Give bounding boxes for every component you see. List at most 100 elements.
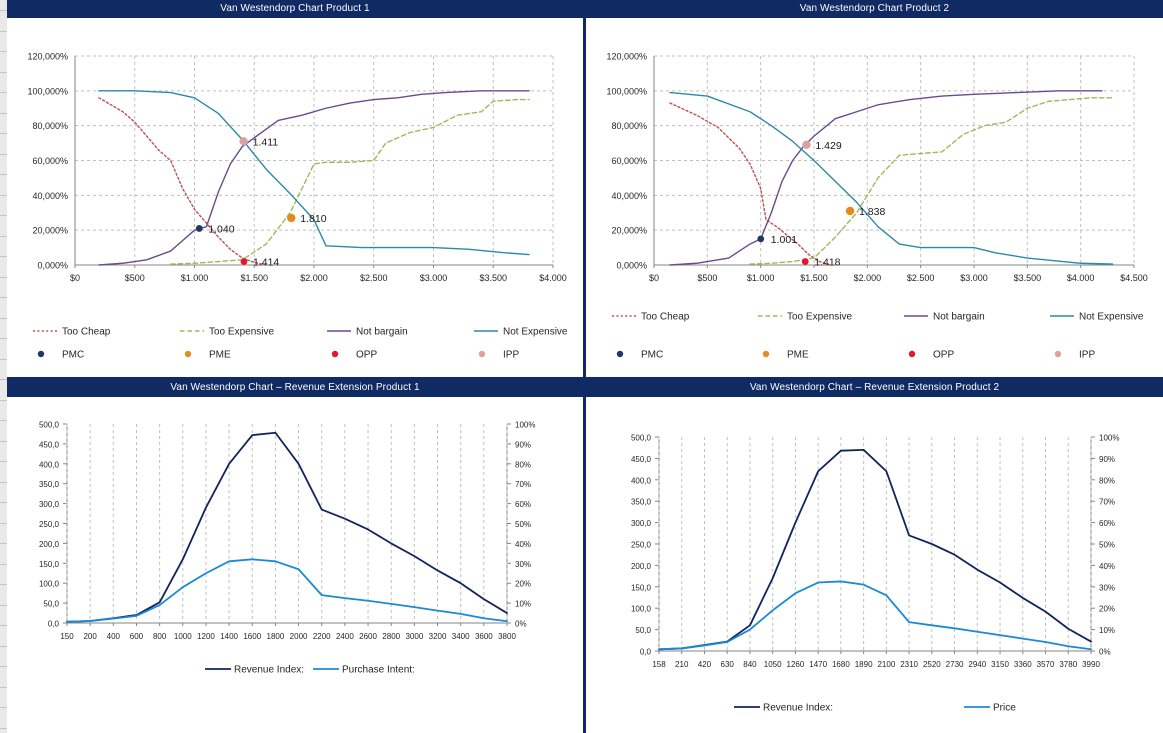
legend-label: Not bargain <box>933 312 985 323</box>
axis-tick-label: 150 <box>60 632 74 641</box>
axis-tick-label: 1050 <box>764 660 782 669</box>
data-marker-opp[interactable]: 1.414 <box>240 257 280 269</box>
axis-tick-label: 0,0 <box>640 648 652 657</box>
axis-tick-label: 420 <box>698 660 712 669</box>
axis-tick-label: 400 <box>107 632 121 641</box>
data-marker-ipp[interactable]: 1.429 <box>802 140 842 152</box>
axis-tick-label: 80,000% <box>611 121 647 131</box>
marker-dot-pme <box>287 213 296 223</box>
axis-tick-label: 100% <box>515 421 535 430</box>
axis-tick-label: 450,0 <box>39 440 60 449</box>
legend-label: Not Expensive <box>503 327 568 338</box>
axis-tick-label: 1470 <box>809 660 827 669</box>
axis-tick-label: 70% <box>1099 498 1115 507</box>
legend-item-revenue-index-[interactable]: Revenue Index: <box>734 703 833 714</box>
data-marker-ipp[interactable]: 1.411 <box>239 136 278 148</box>
legend-item-not-bargain[interactable]: Not bargain <box>327 327 408 338</box>
axis-tick-label: 100,0 <box>631 605 652 614</box>
data-marker-pme[interactable]: 1.810 <box>287 213 327 225</box>
legend-item-not-expensive[interactable]: Not Expensive <box>1050 312 1144 323</box>
axis-tick-label: 500,0 <box>39 421 60 430</box>
row-divider <box>0 72 7 73</box>
axis-tick-label: 100,000% <box>27 86 68 96</box>
row-divider <box>0 564 7 565</box>
axis-tick-label: $2.000 <box>854 273 882 283</box>
legend-item-ipp[interactable]: IPP <box>478 350 520 361</box>
legend-item-too-expensive[interactable]: Too Expensive <box>180 327 274 338</box>
marker-dot-ipp <box>239 137 248 146</box>
axis-tick-label: 1600 <box>243 632 261 641</box>
chart-legend: Too Cheap Too Expensive Not bargain Not Exp… <box>612 312 1144 361</box>
axis-tick-label: $0 <box>649 273 659 283</box>
axis-tick-label: 800 <box>153 632 167 641</box>
axis-tick-label: 3360 <box>1014 660 1032 669</box>
axis-tick-label: 200,0 <box>631 562 652 571</box>
legend-item-not-bargain[interactable]: Not bargain <box>904 312 985 323</box>
panel-vw2: Van Westendorp Chart Product 2 0,000% 20,… <box>586 0 1163 377</box>
axis-tick-label: 120,000% <box>27 52 68 62</box>
legend-item-ipp[interactable]: IPP <box>1054 350 1096 361</box>
row-divider <box>0 359 7 360</box>
data-marker-pmc[interactable]: 1.001 <box>757 234 797 246</box>
legend-item-not-expensive[interactable]: Not Expensive <box>474 327 568 338</box>
axis-tick-label: 60,000% <box>611 156 647 166</box>
axis-tick-label: $1.000 <box>747 273 775 283</box>
axis-tick-label: 0,0 <box>48 620 60 629</box>
row-divider <box>0 543 7 544</box>
legend-item-too-expensive[interactable]: Too Expensive <box>758 312 852 323</box>
axis-tick-label: $2.500 <box>360 273 388 283</box>
legend-item-pmc[interactable]: PMC <box>37 350 84 361</box>
row-divider <box>0 31 7 32</box>
legend-item-purchase-intent-[interactable]: Purchase Intent: <box>313 665 415 676</box>
chart-rev1[interactable]: 0,0 50,0 100,0 150,0 200,0 250,0 300,0 350,0 400… <box>7 397 583 733</box>
legend-item-opp[interactable]: OPP <box>908 350 955 361</box>
series-line-revenue-index- <box>658 448 1092 651</box>
data-marker-pmc[interactable]: 1.040 <box>195 223 235 235</box>
legend-swatch-dot <box>762 350 770 358</box>
axis-tick-label: 400,0 <box>39 460 60 469</box>
axis-tick-label: $0 <box>70 273 80 283</box>
series-line-not-bargain <box>669 90 1103 266</box>
panel-rev1: Van Westendorp Chart – Revenue Extension… <box>7 379 583 733</box>
axis-tick-label: 50% <box>1099 541 1115 550</box>
legend-item-opp[interactable]: OPP <box>331 350 378 361</box>
data-label-pme: 1.810 <box>300 213 326 225</box>
legend-item-pme[interactable]: PME <box>184 350 231 361</box>
legend-item-too-cheap[interactable]: Too Cheap <box>612 312 690 323</box>
row-divider <box>0 625 7 626</box>
panel-separator-vertical <box>583 0 586 733</box>
axis-tick-label: $3.500 <box>479 273 507 283</box>
data-marker-opp[interactable]: 1.418 <box>801 257 841 269</box>
panel-separator-horizontal <box>7 377 1163 379</box>
legend-swatch-dot <box>908 350 916 358</box>
plot-area: 0,0 50,0 100,0 150,0 200,0 250,0 300,0 350,0 400… <box>631 434 1120 670</box>
chart-vw2[interactable]: 0,000% 20,000% 40,000% 60,000% 80,000% 100,00… <box>586 18 1163 377</box>
axis-tick-label: 350,0 <box>39 480 60 489</box>
legend-item-pme[interactable]: PME <box>762 350 809 361</box>
legend-item-too-cheap[interactable]: Too Cheap <box>33 327 111 338</box>
row-divider <box>0 51 7 52</box>
legend-swatch-dot <box>331 350 339 358</box>
axis-tick-label: 70% <box>515 480 531 489</box>
axis-tick-label: 2600 <box>359 632 377 641</box>
series-line-not-bargain <box>98 90 530 266</box>
chart-vw1[interactable]: 0,000% 20,000% 40,000% 60,000% 80,000% 100,00… <box>7 18 583 377</box>
panel-vw2-body: 0,000% 20,000% 40,000% 60,000% 80,000% 100,00… <box>586 18 1163 377</box>
legend-item-price[interactable]: Price <box>964 703 1016 714</box>
axis-tick-label: 2000 <box>290 632 308 641</box>
row-divider <box>0 154 7 155</box>
row-divider <box>0 277 7 278</box>
axis-tick-label: 30% <box>1099 583 1115 592</box>
data-marker-pme[interactable]: 1.838 <box>845 206 886 218</box>
chart-rev2[interactable]: 0,0 50,0 100,0 150,0 200,0 250,0 300,0 350,0 400… <box>586 397 1163 733</box>
row-divider <box>0 215 7 216</box>
marker-dot-pmc <box>757 235 765 243</box>
legend-label: Not Expensive <box>1079 312 1144 323</box>
row-divider <box>0 195 7 196</box>
legend-item-revenue-index-[interactable]: Revenue Index: <box>205 665 304 676</box>
row-divider <box>0 502 7 503</box>
row-divider <box>0 256 7 257</box>
axis-tick-label: $1.500 <box>240 273 268 283</box>
legend-label: OPP <box>356 350 377 361</box>
legend-item-pmc[interactable]: PMC <box>616 350 663 361</box>
